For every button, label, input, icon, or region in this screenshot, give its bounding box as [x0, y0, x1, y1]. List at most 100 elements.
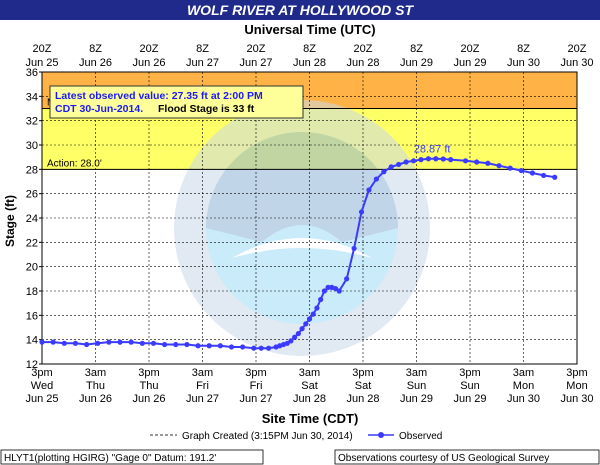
- bottom-tick-label: 3am: [299, 367, 320, 379]
- legend-observed-marker: [378, 432, 384, 438]
- footer-left-note: HLYT1(plotting HGIRG) "Gage 0" Datum: 19…: [4, 453, 216, 464]
- observed-point: [396, 161, 402, 168]
- bottom-tick-label: Jun 27: [186, 393, 219, 405]
- top-tick-label: 20Z: [247, 43, 266, 55]
- top-tick-label: Jun 26: [132, 57, 165, 69]
- observed-point: [351, 245, 357, 252]
- observed-point: [336, 288, 342, 294]
- bottom-tick-label: 3pm: [138, 367, 159, 379]
- observed-point: [332, 285, 339, 292]
- top-tick-label: 20Z: [33, 43, 52, 55]
- bottom-tick-label: 3am: [192, 367, 213, 379]
- observed-point: [184, 341, 190, 348]
- top-tick-label: 8Z: [196, 43, 209, 55]
- top-tick-label: Jun 29: [453, 57, 486, 69]
- bottom-tick-label: Mon: [513, 380, 534, 392]
- top-tick-label: 8Z: [303, 43, 316, 55]
- top-tick-label: 8Z: [89, 43, 102, 55]
- observed-point: [440, 156, 446, 162]
- noaa-logo-watermark: [174, 100, 430, 356]
- bottom-tick-label: Jun 30: [560, 393, 593, 405]
- observed-point: [321, 288, 327, 294]
- observed-point: [381, 169, 387, 175]
- bottom-tick-label: Jun 28: [293, 393, 326, 405]
- top-tick-label: Jun 26: [79, 57, 112, 69]
- y-tick-label: 26: [26, 189, 38, 201]
- bottom-tick-label: Jun 29: [400, 393, 433, 405]
- observed-point: [325, 284, 331, 290]
- top-tick-label: 8Z: [517, 43, 530, 55]
- top-tick-label: 20Z: [461, 43, 480, 55]
- observed-point: [303, 321, 309, 327]
- bottom-tick-label: 3pm: [459, 367, 480, 379]
- observed-point: [518, 167, 524, 174]
- bottom-tick-label: Sun: [460, 380, 480, 392]
- bottom-tick-label: 3pm: [245, 367, 266, 379]
- observed-point: [433, 156, 439, 162]
- x-axis-label: Site Time (CDT): [262, 411, 359, 426]
- bottom-tick-label: Jun 27: [239, 393, 272, 405]
- top-tick-label: Jun 25: [25, 57, 58, 69]
- y-tick-label: 14: [26, 335, 38, 347]
- observed-point: [83, 341, 90, 348]
- info-box: [49, 85, 304, 119]
- observed-point: [410, 158, 417, 164]
- top-tick-label: Jun 30: [507, 57, 540, 69]
- plot-area: Action: 28.0'Minor: 33.0'121416182022242…: [25, 43, 593, 405]
- bottom-tick-label: Jun 26: [79, 393, 112, 405]
- y-tick-label: 18: [26, 286, 38, 298]
- observed-point: [552, 174, 558, 180]
- observed-point: [266, 345, 272, 351]
- noaa-logo-shape: [206, 132, 398, 242]
- observed-point: [292, 334, 298, 340]
- y-tick-label: 12: [26, 359, 38, 371]
- observed-point: [310, 311, 316, 317]
- chart-title: WOLF RIVER AT HOLLYWOOD ST: [187, 2, 414, 18]
- bottom-tick-label: 3pm: [352, 367, 373, 379]
- observed-point: [206, 343, 212, 349]
- observed-point: [366, 187, 372, 193]
- top-tick-label: Jun 28: [293, 57, 326, 69]
- y-tick-label: 34: [26, 91, 38, 103]
- observed-point: [358, 209, 365, 215]
- footer-left-box: [0, 449, 264, 465]
- observed-point: [299, 326, 305, 332]
- observed-point: [139, 340, 145, 346]
- observed-point: [314, 305, 320, 311]
- observed-point: [162, 341, 168, 348]
- peak-annotation: 28.87 ft: [414, 144, 451, 156]
- observed-point: [507, 165, 513, 171]
- observed-point: [217, 343, 223, 349]
- bottom-tick-label: 3pm: [31, 367, 52, 379]
- top-tick-label: Jun 27: [239, 57, 272, 69]
- bottom-tick-label: 3pm: [566, 367, 587, 379]
- info-box-line2-date: CDT 30-Jun-2014.: [55, 103, 143, 115]
- y-axis-label: Stage (ft): [3, 195, 17, 247]
- observed-point: [251, 345, 257, 351]
- top-tick-label: 20Z: [140, 43, 159, 55]
- footer-right-note: Observations courtesy of US Geological S…: [338, 453, 549, 464]
- observed-point: [403, 159, 409, 165]
- observed-point: [228, 344, 235, 350]
- observed-point: [496, 163, 502, 169]
- bottom-tick-label: 3am: [406, 367, 427, 379]
- observed-line: [42, 157, 555, 350]
- observed-point: [485, 160, 491, 166]
- observed-point: [50, 339, 56, 345]
- observed-point: [529, 170, 536, 176]
- bottom-tick-label: Fri: [196, 380, 209, 392]
- legend-created-label: Graph Created (3:15PM Jun 30, 2014): [182, 431, 353, 442]
- bottom-tick-label: Jun 25: [25, 393, 58, 405]
- observed-point: [462, 158, 469, 164]
- observed-point: [288, 338, 294, 344]
- observed-point: [240, 344, 246, 350]
- info-box-line1: Latest observed value: 27.35 ft at 2:00 …: [55, 90, 263, 102]
- observed-point: [95, 340, 101, 346]
- bottom-tick-label: Thu: [86, 380, 105, 392]
- bottom-tick-label: 3am: [85, 367, 106, 379]
- noaa-logo-shape: [232, 238, 372, 258]
- y-tick-label: 28: [26, 164, 38, 176]
- observed-point: [258, 345, 264, 351]
- bottom-tick-label: 3am: [513, 367, 534, 379]
